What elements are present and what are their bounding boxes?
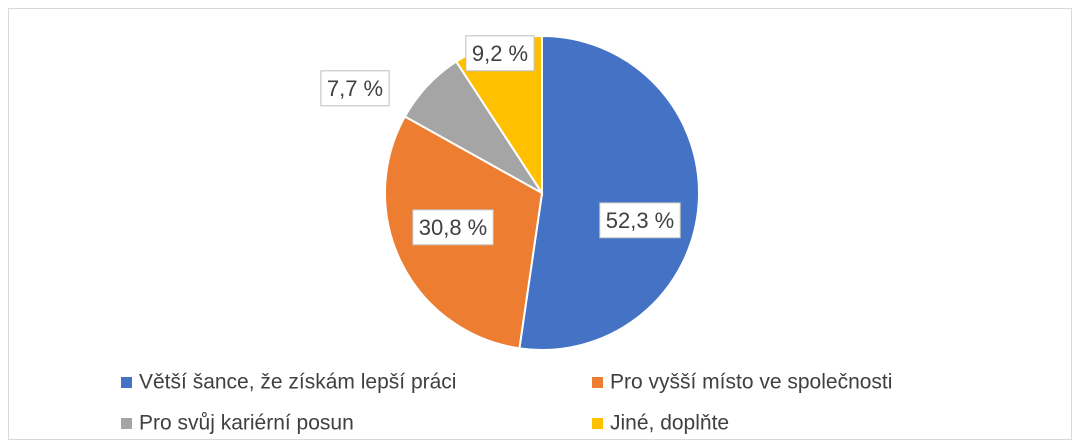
legend-label: Pro vyšší místo ve společnosti (610, 371, 892, 394)
legend-swatch (121, 418, 132, 429)
legend-label: Jiné, doplňte (610, 412, 729, 435)
data-label: 52,3 % (606, 208, 675, 233)
legend-swatch (121, 377, 132, 388)
pie-slice (518, 34, 700, 351)
data-label-box (599, 202, 681, 239)
data-label: 30,8 % (419, 215, 488, 240)
legend-swatch (592, 418, 603, 429)
data-label-box (412, 209, 494, 246)
legend-label: Větší šance, že získám lepší práci (139, 371, 456, 394)
legend-label: Pro svůj kariérní posun (139, 412, 354, 435)
data-label-box (465, 35, 535, 72)
data-label-box (320, 70, 390, 107)
data-label: 7,7 % (327, 76, 383, 101)
legend-swatch (592, 377, 603, 388)
data-label: 9,2 % (472, 41, 528, 66)
